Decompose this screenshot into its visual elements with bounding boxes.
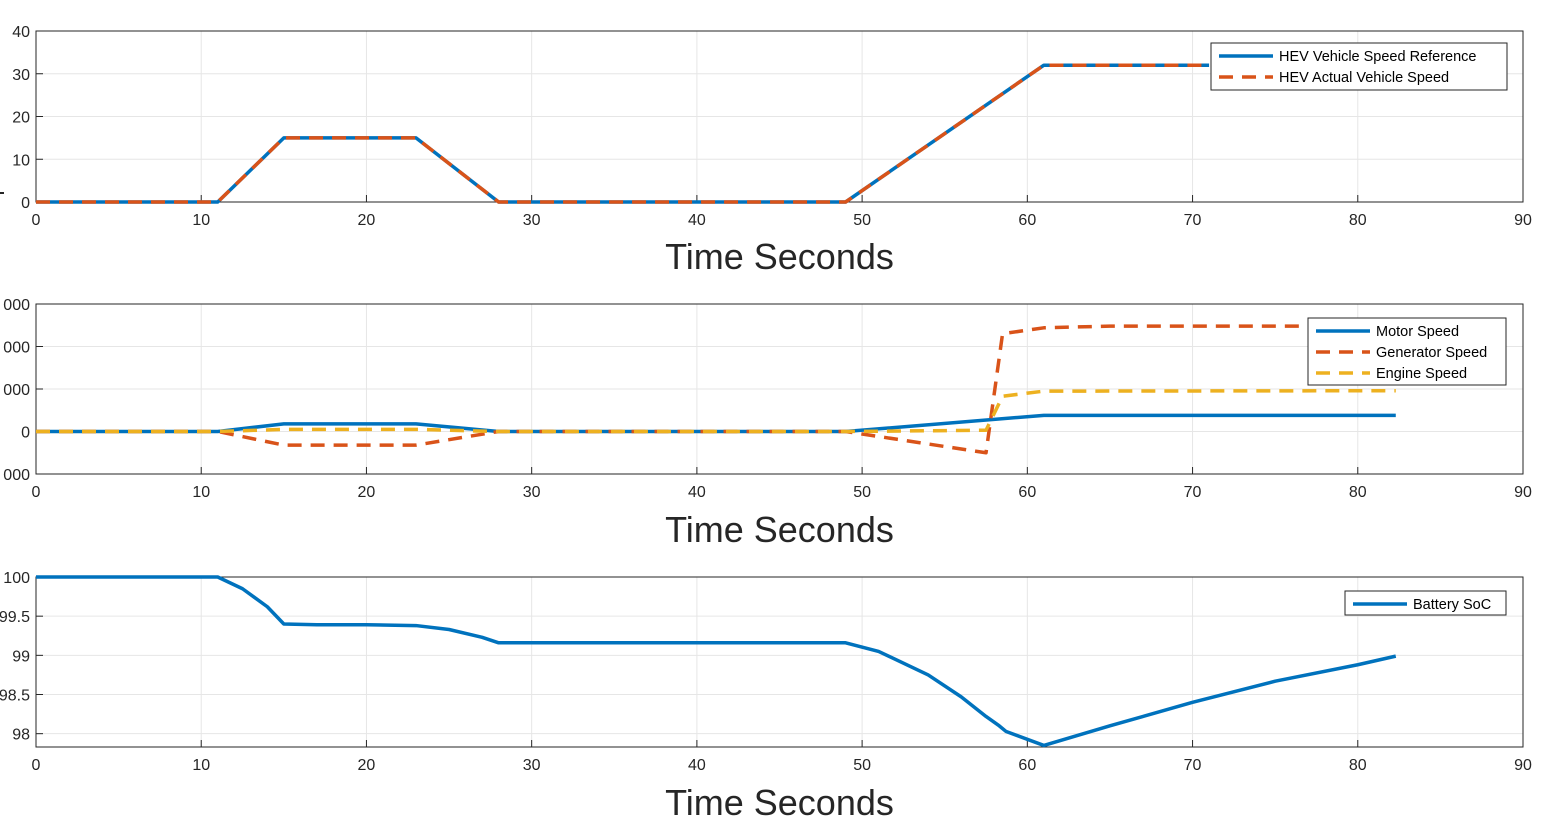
x-tick-label: 10 (192, 212, 210, 229)
x-axis-label: Time Seconds (665, 509, 894, 550)
legend-label: HEV Vehicle Speed Reference (1279, 49, 1477, 65)
x-tick-label: 50 (853, 212, 871, 229)
legend-label: Battery SoC (1413, 597, 1491, 613)
legend-label: Generator Speed (1376, 345, 1487, 361)
x-tick-label: 50 (853, 484, 871, 501)
legend-box (1344, 590, 1507, 616)
y-tick-label: 000 (3, 382, 30, 399)
y-tick-label: 99.5 (0, 609, 30, 626)
y-tick-label: 10 (12, 152, 30, 169)
legend: Motor Speed Generator Speed Engine Speed (1307, 317, 1507, 386)
x-tick-label: 30 (523, 484, 541, 501)
y-tick-label: 0 (21, 195, 30, 212)
series-line-1 (36, 413, 1396, 434)
series-line-1 (36, 63, 1210, 204)
axes-box (35, 576, 1524, 748)
y-tick-label: 000 (3, 297, 30, 314)
x-tick-label: 0 (32, 484, 41, 501)
x-tick-label: 30 (523, 757, 541, 774)
x-tick-label: 10 (192, 757, 210, 774)
x-tick-label: 60 (1018, 484, 1036, 501)
legend-box (1210, 42, 1508, 91)
x-tick-label: 80 (1349, 484, 1367, 501)
legend-label: Motor Speed (1376, 324, 1459, 340)
x-tick-label: 40 (688, 484, 706, 501)
x-tick-label: 20 (358, 212, 376, 229)
x-tick-label: 90 (1514, 212, 1532, 229)
x-tick-label: 80 (1349, 212, 1367, 229)
y-tick-label: 40 (12, 24, 30, 41)
y-tick-label: 000 (3, 467, 30, 484)
x-tick-label: 90 (1514, 757, 1532, 774)
x-tick-label: 70 (1184, 484, 1202, 501)
x-tick-label: 40 (688, 212, 706, 229)
legend-label: HEV Actual Vehicle Speed (1279, 70, 1449, 86)
y-tick-label: 30 (12, 67, 30, 84)
x-tick-label: 20 (358, 484, 376, 501)
x-tick-label: 50 (853, 757, 871, 774)
y-tick-label: 0 (21, 425, 30, 442)
legend: Battery SoC (1344, 590, 1507, 616)
x-tick-label: 10 (192, 484, 210, 501)
x-tick-label: 90 (1514, 484, 1532, 501)
legend-label: Engine Speed (1376, 366, 1467, 382)
x-tick-label: 40 (688, 757, 706, 774)
y-tick-label: 000 (3, 340, 30, 357)
subplot-3: 0 10 20 30 40 50 60 70 80 90 98 98.5 99 99.5 100 Time S… (0, 570, 1532, 823)
y-tick-label: 100 (3, 570, 30, 587)
legend: HEV Vehicle Speed Reference HEV Actual Ve… (1210, 42, 1508, 91)
x-axis-label: Time Seconds (665, 782, 894, 823)
y-tick-label: 98.5 (0, 688, 30, 705)
series-line-1 (36, 575, 1397, 748)
y-tick-label: 20 (12, 110, 30, 127)
x-tick-label: 60 (1018, 212, 1036, 229)
series-line-2 (36, 63, 1210, 204)
x-tick-label: 0 (32, 212, 41, 229)
x-tick-label: 60 (1018, 757, 1036, 774)
x-tick-label: 0 (32, 757, 41, 774)
y-tick-label: 98 (12, 727, 30, 744)
series-line-3 (36, 388, 1396, 434)
x-tick-label: 20 (358, 757, 376, 774)
x-tick-label: 80 (1349, 757, 1367, 774)
subplot-1: 0 10 20 30 40 50 60 70 80 90 0 10 20 30 40 Time Seconds… (12, 24, 1532, 277)
x-tick-label: 70 (1184, 212, 1202, 229)
x-tick-label: 30 (523, 212, 541, 229)
y-tick-label: 99 (12, 648, 30, 665)
x-tick-label: 70 (1184, 757, 1202, 774)
x-axis-label: Time Seconds (665, 236, 894, 277)
